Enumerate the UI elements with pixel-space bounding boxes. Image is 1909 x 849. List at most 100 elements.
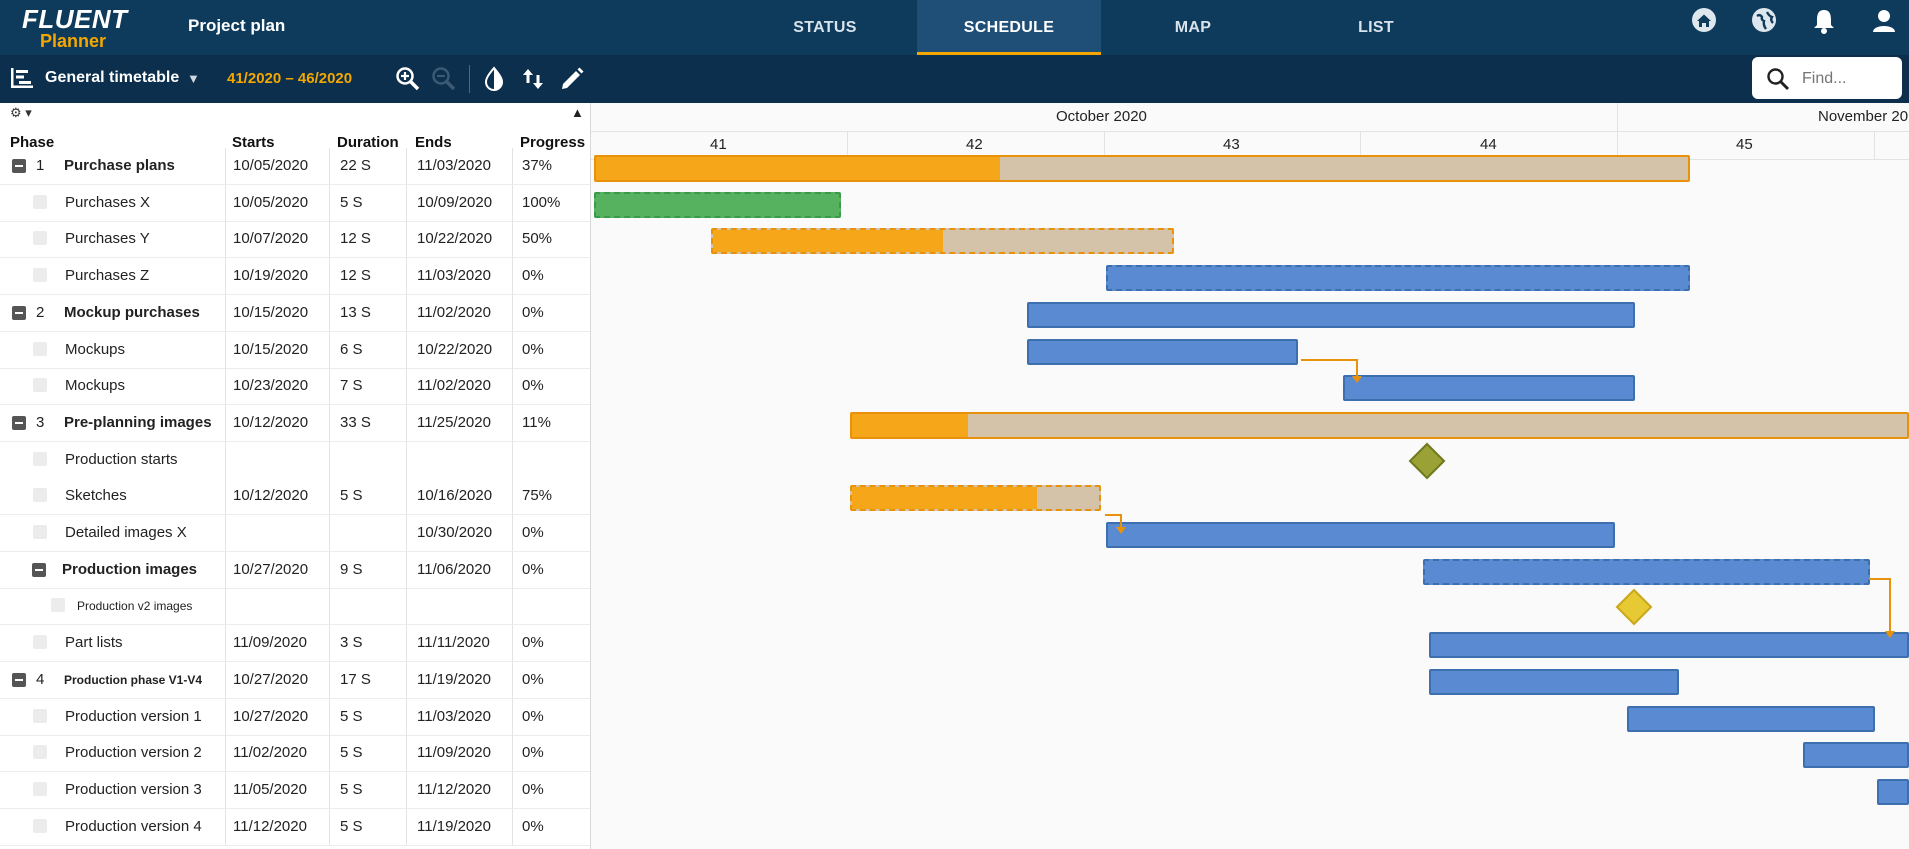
contrast-icon[interactable] (481, 66, 507, 92)
search-box[interactable] (1752, 57, 1902, 99)
header-starts[interactable]: Starts (232, 134, 275, 151)
cell-starts[interactable]: 11/05/2020 (233, 780, 307, 798)
table-row[interactable]: 2 Mockup purchases 10/15/2020 13 S 11/02/202… (0, 294, 590, 332)
task-name[interactable]: Purchases X (65, 193, 151, 211)
cell-progress[interactable]: 0% (522, 634, 544, 652)
cell-duration[interactable]: 12 S (340, 230, 371, 248)
cell-ends[interactable]: 11/03/2020 (417, 267, 491, 285)
row-checkbox[interactable] (33, 341, 47, 356)
cell-progress[interactable]: 0% (522, 670, 544, 688)
cell-progress[interactable]: 37% (522, 157, 553, 174)
app-logo[interactable]: FLUENT Planner (22, 4, 132, 51)
table-row[interactable]: Mockups 10/23/2020 7 S 11/02/2020 0% (0, 368, 590, 406)
cell-starts[interactable]: 10/15/2020 (233, 303, 309, 321)
cell-ends[interactable]: 10/09/2020 (417, 193, 493, 211)
cell-ends[interactable]: 11/25/2020 (417, 413, 491, 431)
search-input[interactable] (1800, 65, 1896, 93)
task-name[interactable]: Detailed images X (65, 524, 187, 541)
table-row[interactable]: 4 Production phase V1-V4 10/27/2020 17 S 11/… (0, 661, 590, 699)
cell-progress[interactable]: 100% (522, 193, 561, 211)
task-name[interactable]: Production phase V1-V4 (64, 672, 203, 687)
table-row[interactable]: Production images 10/27/2020 9 S 11/06/2020… (0, 551, 590, 589)
cell-duration[interactable]: 12 S (340, 267, 371, 285)
cell-duration[interactable]: 3 S (340, 634, 363, 652)
gantt-bar[interactable] (850, 411, 1909, 439)
cell-starts[interactable]: 10/12/2020 (233, 487, 309, 505)
cell-ends[interactable]: 11/03/2020 (417, 157, 491, 174)
gantt-bar[interactable] (1429, 632, 1909, 659)
cell-progress[interactable]: 0% (522, 560, 544, 578)
chevron-down-icon[interactable]: ▼ (187, 71, 200, 86)
table-row[interactable]: 3 Pre-planning images 10/12/2020 33 S 11/25/… (0, 404, 590, 442)
row-checkbox[interactable] (33, 488, 47, 503)
cell-duration[interactable]: 22 S (340, 157, 371, 174)
bell-icon[interactable] (1809, 7, 1839, 37)
cell-progress[interactable]: 0% (522, 340, 544, 358)
table-row[interactable]: Purchases Y 10/07/2020 12 S 10/22/2020 50% (0, 221, 590, 259)
cell-starts[interactable]: 10/05/2020 (233, 157, 309, 174)
cell-duration[interactable]: 7 S (340, 377, 363, 395)
table-row[interactable]: Sketches 10/12/2020 5 S 10/16/2020 75% (0, 478, 590, 516)
timetable-icon[interactable] (10, 66, 34, 90)
cell-progress[interactable]: 0% (522, 780, 544, 798)
cell-starts[interactable]: 10/27/2020 (233, 670, 309, 688)
cell-starts[interactable]: 10/05/2020 (233, 193, 309, 211)
task-name[interactable]: Production version 1 (65, 707, 202, 725)
cell-progress[interactable]: 0% (522, 707, 544, 725)
zoom-out-icon[interactable] (431, 66, 457, 92)
cell-duration[interactable]: 6 S (340, 340, 363, 358)
gantt-bar[interactable] (1429, 668, 1679, 695)
cell-ends[interactable]: 11/03/2020 (417, 707, 491, 725)
row-checkbox[interactable] (33, 635, 47, 650)
cell-ends[interactable]: 10/22/2020 (417, 230, 493, 248)
row-checkbox[interactable] (51, 598, 65, 613)
gantt-bar[interactable] (850, 485, 1101, 512)
cell-ends[interactable]: 11/06/2020 (417, 560, 491, 578)
tab-map[interactable]: MAP (1174, 19, 1212, 36)
cell-starts[interactable]: 11/09/2020 (233, 634, 307, 652)
cell-ends[interactable]: 10/30/2020 (417, 524, 493, 541)
cell-progress[interactable]: 50% (522, 230, 553, 248)
gantt-bar[interactable] (1027, 301, 1635, 328)
cell-ends[interactable]: 11/19/2020 (417, 670, 491, 688)
table-row[interactable]: Detailed images X 10/30/2020 0% (0, 515, 590, 552)
tab-schedule[interactable]: SCHEDULE (917, 0, 1101, 55)
cell-ends[interactable]: 11/02/2020 (417, 377, 491, 395)
task-name[interactable]: Purchase plans (64, 157, 175, 174)
edit-icon[interactable] (559, 66, 585, 92)
cell-starts[interactable]: 10/19/2020 (233, 267, 309, 285)
cell-progress[interactable]: 0% (522, 303, 544, 321)
row-checkbox[interactable] (33, 708, 47, 723)
table-row[interactable]: 1 Purchase plans 10/05/2020 22 S 11/03/2020 3… (0, 148, 590, 185)
cell-starts[interactable]: 10/15/2020 (233, 340, 309, 358)
table-row[interactable]: Production version 4 11/12/2020 5 S 11/19/2… (0, 808, 590, 846)
task-name[interactable]: Purchases Y (65, 230, 150, 248)
cell-progress[interactable]: 0% (522, 524, 544, 541)
project-title[interactable]: Project plan (188, 16, 286, 35)
gantt-bar[interactable] (1627, 705, 1875, 732)
cell-duration[interactable]: 5 S (340, 744, 363, 762)
cell-starts[interactable]: 10/12/2020 (233, 413, 309, 431)
cell-progress[interactable]: 0% (522, 744, 544, 762)
cell-progress[interactable]: 0% (522, 817, 544, 835)
cell-starts[interactable]: 10/27/2020 (233, 560, 309, 578)
cell-duration[interactable]: 5 S (340, 487, 363, 505)
task-name[interactable]: Production v2 images (77, 599, 193, 614)
task-name[interactable]: Purchases Z (65, 267, 150, 285)
task-name[interactable]: Sketches (65, 487, 127, 505)
cell-starts[interactable]: 10/07/2020 (233, 230, 309, 248)
row-checkbox[interactable] (33, 818, 47, 833)
cell-duration[interactable]: 17 S (340, 670, 371, 688)
gantt-bar[interactable] (594, 191, 841, 218)
task-name[interactable]: Mockup purchases (64, 303, 200, 321)
row-checkbox[interactable] (33, 231, 47, 246)
table-row[interactable]: Production version 1 10/27/2020 5 S 11/03/2… (0, 698, 590, 736)
cell-ends[interactable]: 10/16/2020 (417, 487, 493, 505)
user-icon[interactable] (1869, 7, 1899, 37)
cell-ends[interactable]: 11/02/2020 (417, 303, 491, 321)
task-name[interactable]: Production starts (65, 450, 178, 468)
table-row[interactable]: Purchases Z 10/19/2020 12 S 11/03/2020 0% (0, 258, 590, 296)
timetable-selector[interactable]: General timetable (45, 69, 180, 86)
header-duration[interactable]: Duration (337, 134, 399, 151)
gantt-bar[interactable] (1877, 778, 1909, 805)
